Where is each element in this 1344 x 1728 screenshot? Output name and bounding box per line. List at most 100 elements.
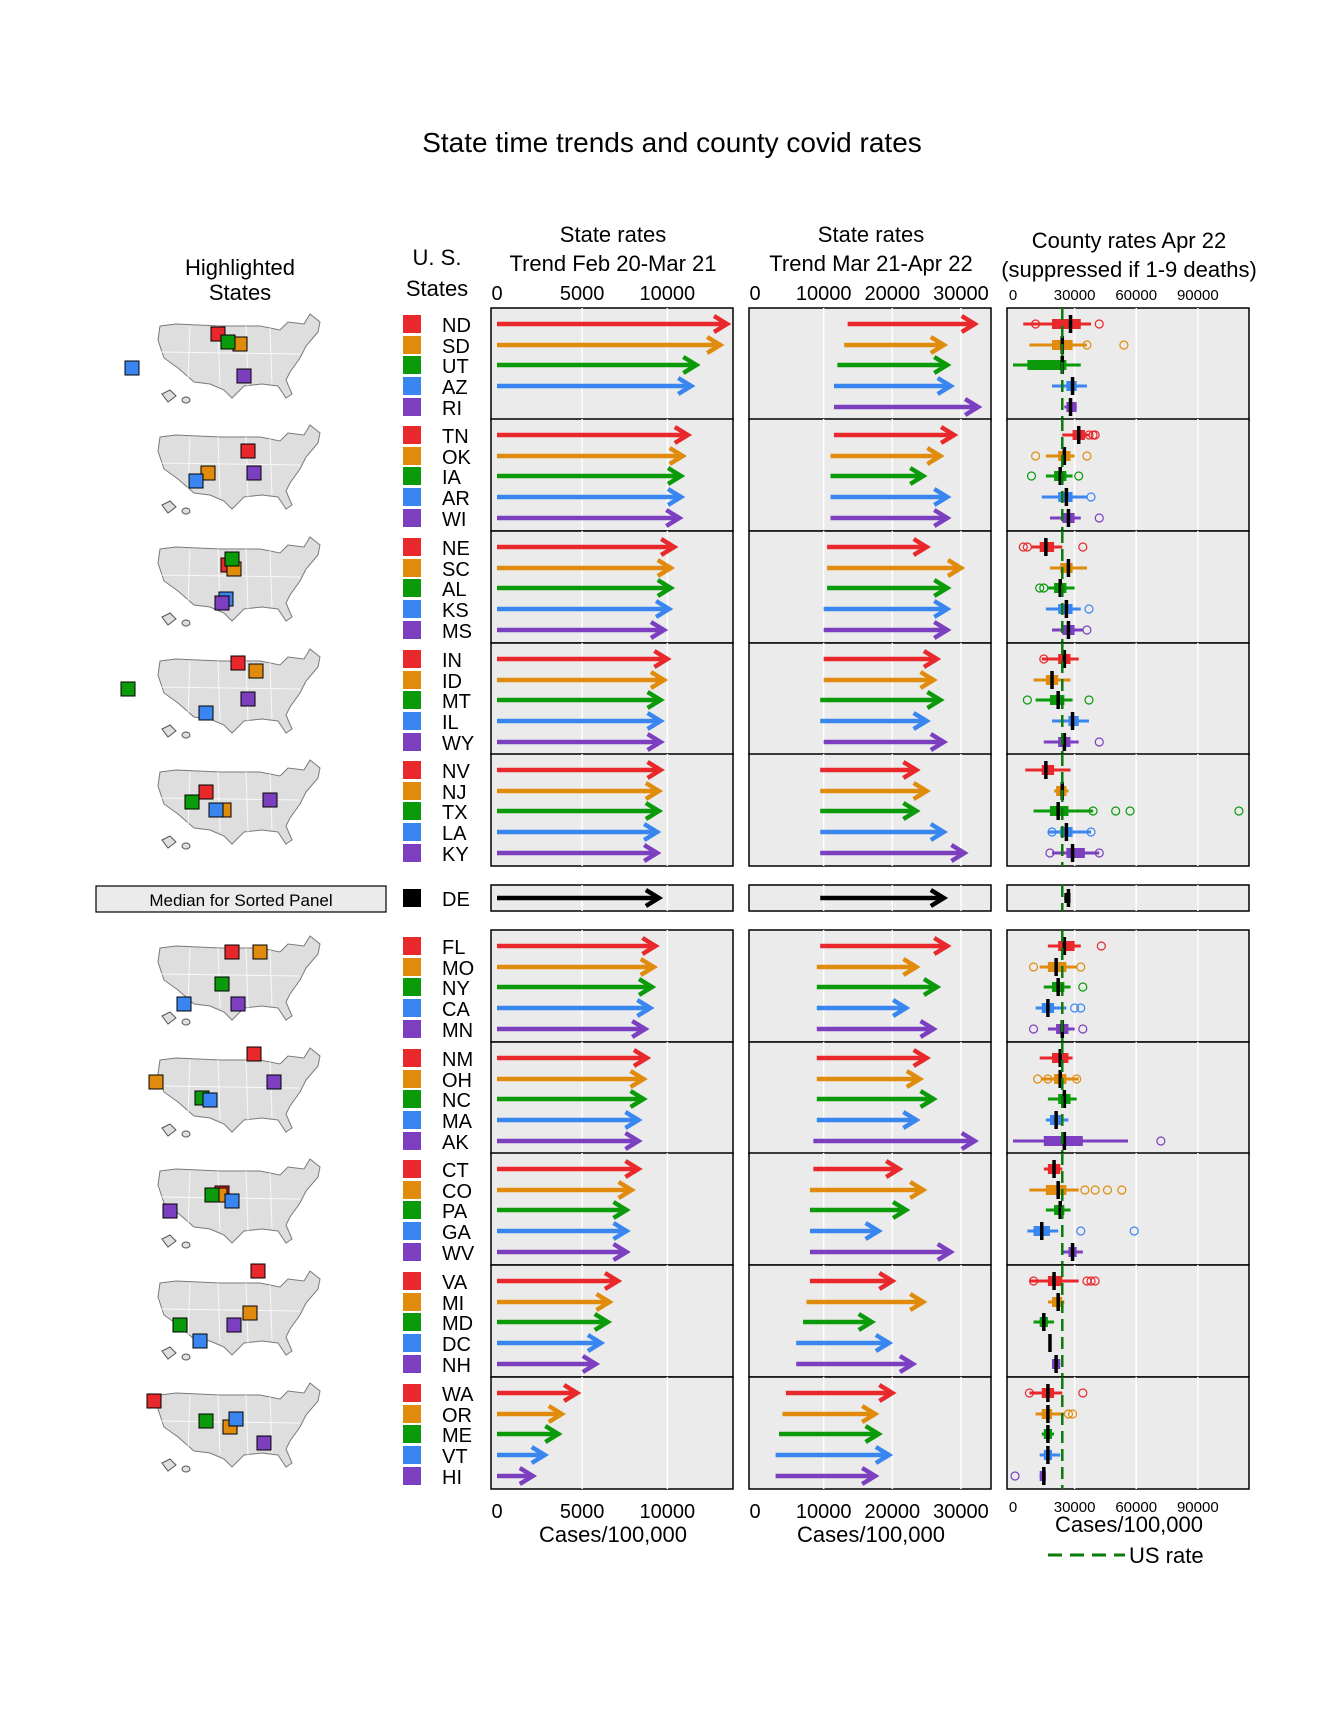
state-label-MI: MI bbox=[442, 1293, 464, 1315]
county-boxplot-ID bbox=[1033, 671, 1071, 689]
median-label: Median for Sorted Panel bbox=[149, 891, 332, 910]
trend1-bottom-tick-2: 10000 bbox=[640, 1501, 696, 1523]
state-swatch-CA bbox=[403, 999, 421, 1017]
county-boxplot-NM bbox=[1039, 1049, 1073, 1067]
trend2-xlabel: Cases/100,000 bbox=[797, 1522, 945, 1547]
trend2-arrow-NH-head bbox=[898, 1354, 918, 1374]
county-boxplot-IA-outlier-0 bbox=[1026, 471, 1037, 481]
county-boxplot-VA-outlier-3 bbox=[1090, 1276, 1100, 1286]
trend2-arrow-HI-head bbox=[860, 1466, 880, 1486]
trend2-arrow-NH bbox=[796, 1354, 918, 1374]
state-swatch-OK bbox=[403, 447, 421, 465]
trend1-arrow-MO bbox=[497, 957, 659, 977]
lower-3-micromap-alaska bbox=[161, 1346, 177, 1360]
trend1-arrow-OH bbox=[497, 1069, 648, 1089]
county-boxplot-VA bbox=[1028, 1272, 1100, 1290]
county-boxplot-TX-outlier-3 bbox=[1234, 806, 1244, 816]
trend2-top-tick-3: 30000 bbox=[933, 283, 989, 305]
trend1-arrow-KS bbox=[497, 599, 674, 619]
trend2-arrow-NV-head bbox=[902, 760, 921, 780]
county-header-line2: (suppressed if 1-9 deaths) bbox=[1001, 257, 1257, 282]
state-swatch-GA bbox=[403, 1222, 421, 1240]
county-boxplot-KY bbox=[1045, 844, 1104, 862]
county-bottom-tick-3: 90000 bbox=[1177, 1499, 1219, 1516]
trend1-arrow-VT-head bbox=[530, 1445, 549, 1465]
county-top-tick-1: 30000 bbox=[1054, 287, 1096, 304]
state-label-DC: DC bbox=[442, 1334, 471, 1356]
trend1-header-line2: Trend Feb 20-Mar 21 bbox=[509, 251, 716, 276]
trend1-arrow-AK bbox=[497, 1131, 643, 1151]
trend1-arrow-MT bbox=[497, 690, 665, 710]
state-swatch-KS bbox=[403, 600, 421, 618]
county-boxplot-VA-outlier-2 bbox=[1086, 1276, 1096, 1286]
state-label-MO: MO bbox=[442, 958, 474, 980]
lower-0-micromap bbox=[157, 935, 321, 1026]
trend2-arrow-TX-head bbox=[902, 801, 921, 821]
lower-0-micromap-outline bbox=[157, 935, 321, 1021]
trend2-arrow-AL bbox=[827, 578, 952, 598]
lower-4-micromap-border-1 bbox=[217, 1394, 221, 1456]
trend1-arrow-OK-head bbox=[668, 446, 687, 466]
state-label-NC: NC bbox=[442, 1090, 471, 1112]
trend1-arrow-NV bbox=[497, 760, 665, 780]
upper-2-micromap bbox=[157, 536, 321, 627]
county-boxplot-AZ bbox=[1052, 377, 1087, 395]
county-bottom-tick-1: 30000 bbox=[1054, 1499, 1096, 1516]
trend1-arrow-MN-head bbox=[631, 1019, 650, 1039]
trend2-arrow-HI bbox=[775, 1466, 880, 1486]
lower-0-micromap-border-4 bbox=[159, 973, 301, 977]
trend1-arrow-TX bbox=[497, 801, 664, 821]
trend1-arrow-OH-head bbox=[629, 1069, 648, 1089]
state-swatch-OH bbox=[403, 1070, 421, 1088]
trend1-arrow-HI bbox=[497, 1466, 538, 1486]
lower-1-micromap-highlight-1 bbox=[148, 1074, 164, 1090]
lower-1-micromap-highlight-0 bbox=[246, 1046, 262, 1062]
upper-2-micromap-hawaii bbox=[181, 619, 191, 627]
trend1-arrow-AZ-head bbox=[677, 376, 696, 396]
upper-4-micromap-alaska bbox=[161, 835, 177, 849]
trend1-arrow-NV-head bbox=[646, 760, 665, 780]
county-boxplot-NY-outlier-0 bbox=[1078, 982, 1088, 992]
county-boxplot-TX-outlier-1 bbox=[1111, 806, 1121, 816]
upper-3-micromap-border-2 bbox=[245, 660, 249, 722]
state-label-MD: MD bbox=[442, 1313, 473, 1335]
state-label-CO: CO bbox=[442, 1181, 472, 1203]
state-swatch-ND bbox=[403, 315, 421, 333]
county-boxplot-OR bbox=[1035, 1405, 1078, 1423]
trend2-top-tick-1: 10000 bbox=[796, 283, 852, 305]
state-swatch-MN bbox=[403, 1020, 421, 1038]
county-boxplot-TN bbox=[1062, 426, 1100, 444]
trend2-arrow-IN-head bbox=[922, 649, 942, 669]
state-swatch-IL bbox=[403, 712, 421, 730]
trend2-arrow-ME-head bbox=[864, 1424, 883, 1444]
lower-4-micromap-highlight-2 bbox=[198, 1413, 214, 1429]
county-boxplot-MN-outlier-0 bbox=[1028, 1024, 1039, 1034]
trend1-arrow-IA-head bbox=[666, 466, 686, 486]
county-boxplot-NE-outlier-0 bbox=[1018, 542, 1028, 552]
county-boxplot-OR-outlier-0 bbox=[1063, 1409, 1074, 1419]
lower-1-micromap bbox=[148, 1046, 321, 1138]
lower-0-micromap-highlight-1 bbox=[252, 944, 268, 960]
county-boxplot-OR-outlier-1 bbox=[1067, 1409, 1078, 1419]
state-swatch-NY bbox=[403, 978, 421, 996]
county-boxplot-ND-box bbox=[1052, 319, 1081, 329]
state-swatch-NV bbox=[403, 761, 421, 779]
trend2-bottom-tick-2: 20000 bbox=[865, 1501, 921, 1523]
county-boxplot-TN-outlier-2 bbox=[1090, 430, 1100, 440]
trend2-arrow-RI-head bbox=[963, 397, 983, 417]
trend1-arrow-DC-head bbox=[586, 1333, 606, 1353]
state-swatch-DC bbox=[403, 1334, 421, 1352]
state-label-AZ: AZ bbox=[442, 377, 468, 399]
county-boxplot-ND-outlier-1 bbox=[1094, 319, 1104, 329]
county-boxplot-MS bbox=[1052, 621, 1092, 639]
state-swatch-PA bbox=[403, 1201, 421, 1219]
county-boxplot-KY-outlier-1 bbox=[1094, 848, 1104, 858]
upper-3-micromap-highlight-3 bbox=[198, 705, 214, 721]
state-swatch-SD bbox=[403, 336, 421, 354]
trend1-arrow-FL-head bbox=[641, 936, 660, 956]
county-boxplot-AK-outlier-0 bbox=[1156, 1136, 1166, 1146]
county-boxplot-MO-outlier-0 bbox=[1028, 962, 1039, 972]
state-swatch-RI bbox=[403, 398, 421, 416]
county-boxplot-GA-outlier-1 bbox=[1129, 1226, 1139, 1236]
county-boxplot-MS-outlier-0 bbox=[1082, 625, 1092, 635]
